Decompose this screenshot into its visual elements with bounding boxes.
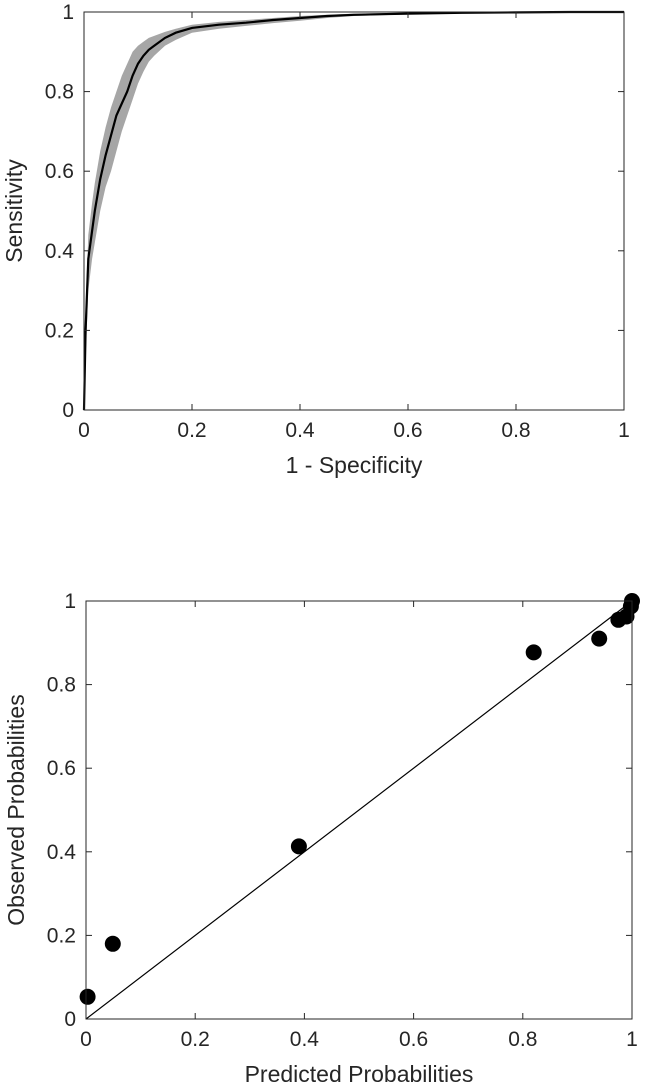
roc-y-ticks: 0 0.2 0.4 0.6 0.8 1 (45, 1, 624, 422)
calibration-x-axis-label: Predicted Probabilities (245, 1061, 474, 1087)
calibration-y-tick-label: 0.2 (47, 924, 76, 947)
calibration-point (591, 630, 608, 647)
calibration-reference-line (85, 600, 633, 1020)
calibration-chart: 0 0.2 0.4 0.6 0.8 1 0 0.2 0.4 0.6 0.8 1 Predicted … (3, 590, 640, 1087)
roc-x-ticks: 0 0.2 0.4 0.6 0.8 1 (78, 12, 630, 442)
roc-x-tick-label: 0.2 (177, 419, 206, 442)
roc-y-tick-label: 0 (62, 399, 74, 422)
calibration-x-tick-label: 0.8 (508, 1028, 537, 1051)
calibration-x-ticks: 0 0.2 0.4 0.6 0.8 1 (80, 601, 638, 1051)
calibration-point (525, 644, 542, 661)
roc-confidence-band (84, 12, 624, 410)
calibration-y-axis-label: Observed Probabilities (3, 694, 29, 925)
roc-y-tick-label: 0.2 (45, 319, 74, 342)
roc-axes-box (83, 11, 625, 411)
roc-x-tick-label: 1 (618, 419, 630, 442)
calibration-points (79, 593, 640, 1005)
calibration-y-tick-label: 0.6 (47, 757, 76, 780)
calibration-y-tick-label: 0.4 (47, 841, 77, 864)
calibration-y-ticks: 0 0.2 0.4 0.6 0.8 1 (47, 590, 632, 1031)
calibration-axes-box (85, 600, 633, 1020)
roc-y-tick-label: 1 (62, 1, 74, 24)
calibration-y-tick-label: 0.8 (47, 674, 76, 697)
calibration-x-tick-label: 0.6 (399, 1028, 428, 1051)
roc-curve-line (82, 10, 624, 411)
roc-x-tick-label: 0 (78, 419, 90, 442)
roc-y-tick-label: 0.4 (45, 240, 75, 263)
calibration-x-tick-label: 1 (626, 1028, 638, 1051)
calibration-point (79, 988, 96, 1005)
roc-x-tick-label: 0.8 (501, 419, 530, 442)
roc-x-tick-label: 0.6 (393, 419, 422, 442)
calibration-y-tick-label: 0 (64, 1008, 76, 1031)
roc-x-axis-label: 1 - Specificity (286, 452, 423, 478)
roc-y-tick-label: 0.8 (45, 81, 74, 104)
roc-y-axis-label: Sensitivity (1, 159, 27, 263)
calibration-y-tick-label: 1 (64, 590, 76, 613)
calibration-x-tick-label: 0.4 (290, 1028, 320, 1051)
calibration-x-tick-label: 0 (80, 1028, 92, 1051)
roc-y-tick-label: 0.6 (45, 160, 74, 183)
calibration-point (290, 838, 307, 855)
calibration-point (104, 935, 121, 952)
calibration-x-tick-label: 0.2 (181, 1028, 210, 1051)
roc-x-tick-label: 0.4 (285, 419, 315, 442)
roc-chart: 0 0.2 0.4 0.6 0.8 1 0 0.2 0.4 0.6 0.8 1 1 - Specif… (1, 1, 630, 478)
